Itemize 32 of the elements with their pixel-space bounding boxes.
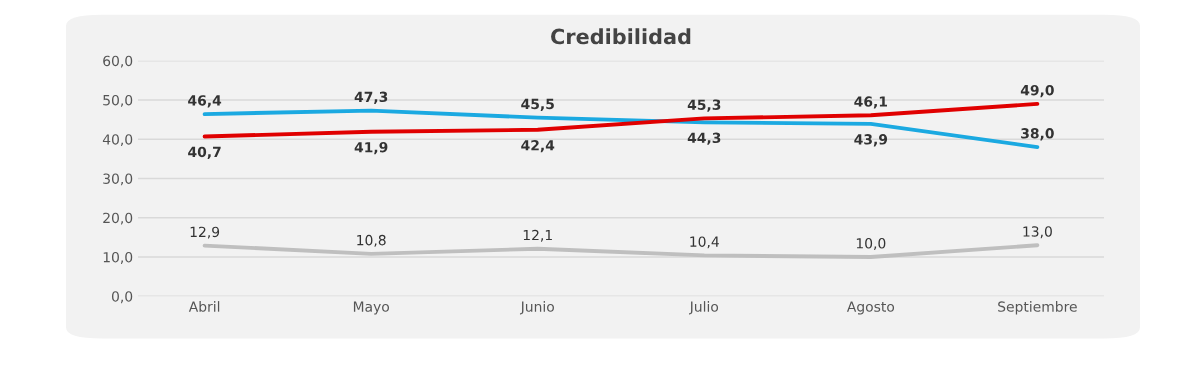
data-label: 45,3 — [687, 99, 721, 112]
y-tick-label: 40,0 — [102, 134, 133, 147]
data-label: 42,4 — [521, 140, 555, 153]
data-label: 12,1 — [523, 229, 552, 242]
data-label: 10,8 — [357, 234, 386, 247]
data-label: 47,3 — [354, 91, 388, 104]
y-tick-label: 20,0 — [103, 212, 133, 225]
y-tick-label: 10,0 — [103, 251, 133, 264]
data-label: 10,4 — [690, 236, 719, 249]
chart-title: Credibilidad — [551, 28, 691, 45]
data-label: 43,9 — [854, 134, 888, 147]
data-label: 12,9 — [190, 226, 220, 239]
x-tick-label: Abril — [188, 301, 220, 312]
data-label: 49,0 — [1020, 84, 1054, 98]
data-label: 41,9 — [354, 141, 388, 155]
y-tick-label: 30,0 — [103, 173, 133, 186]
x-tick-label: Junio — [519, 301, 554, 315]
data-label: 46,4 — [188, 95, 222, 108]
x-tick-label: Septiembre — [998, 301, 1077, 315]
data-label: 38,0 — [1021, 128, 1054, 141]
x-tick-label: Agosto — [846, 301, 895, 315]
data-label: 40,7 — [188, 146, 221, 159]
y-tick-label: 50,0 — [103, 94, 133, 107]
data-label: 10,0 — [856, 238, 886, 250]
data-label: 44,3 — [687, 132, 721, 145]
x-tick-label: Mayo — [353, 301, 390, 315]
data-label: 13,0 — [1023, 226, 1052, 239]
data-label: 45,5 — [521, 98, 554, 111]
y-tick-label: 60,0 — [103, 55, 133, 68]
y-tick-label: 0,0 — [111, 291, 133, 304]
data-label: 46,1 — [854, 96, 888, 109]
x-tick-label: Julio — [689, 301, 719, 315]
